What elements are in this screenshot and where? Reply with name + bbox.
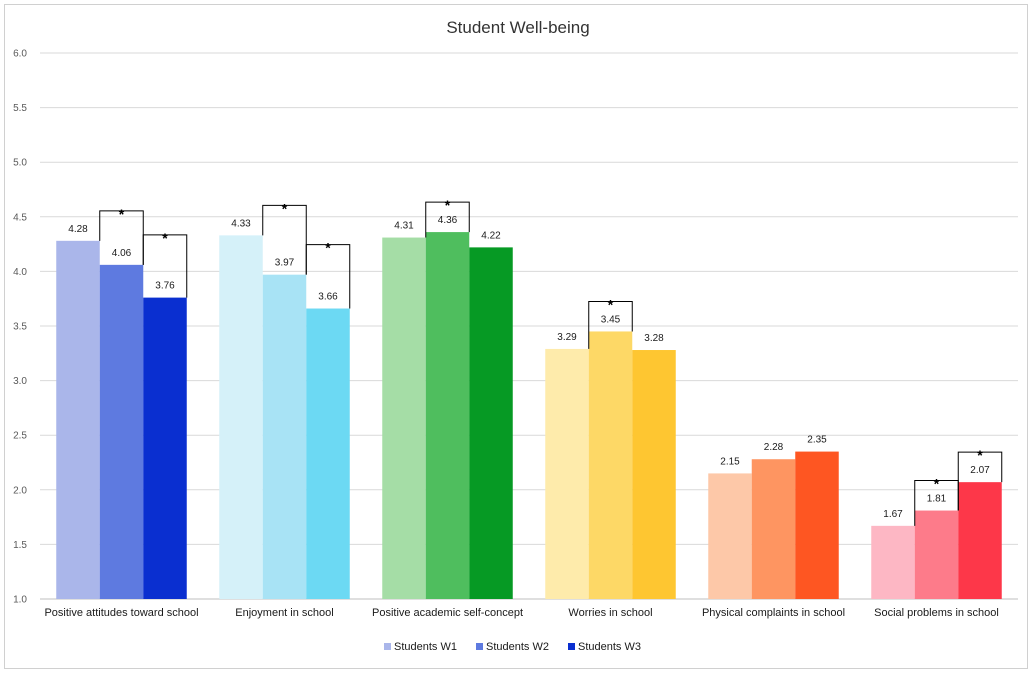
significance-bracket (142, 234, 188, 298)
data-label: 3.45 (601, 314, 621, 325)
data-label: 2.07 (970, 465, 990, 476)
bar (958, 482, 1002, 599)
bar (56, 240, 100, 599)
y-tick-label: 3.5 (13, 322, 27, 333)
data-label: 3.28 (644, 333, 664, 344)
significance-bracket (588, 300, 633, 349)
grid-layer: 1.0 1.5 2.0 2.5 3.0 3.5 4.0 4.5 5.0 5.5 6.0 (13, 49, 1018, 606)
category-label: Social problems in school (874, 607, 999, 619)
y-tick-label: 4.0 (13, 267, 27, 278)
bar (382, 237, 426, 599)
bar (632, 350, 676, 599)
bar (914, 510, 959, 599)
bars-layer (56, 232, 1002, 599)
significance-marker: * (608, 296, 614, 312)
data-label: 4.22 (481, 230, 501, 241)
category-label: Positive academic self-concept (372, 607, 523, 619)
y-tick-label: 1.0 (13, 595, 27, 606)
data-label: 4.33 (231, 218, 251, 229)
data-label: 4.28 (68, 224, 88, 235)
legend-swatch (384, 643, 391, 650)
bar (871, 525, 915, 599)
significance-bracket (425, 201, 470, 238)
legend-label: Students W3 (578, 641, 641, 653)
bar (588, 331, 633, 599)
significance-marker: * (325, 240, 331, 256)
y-tick-label: 5.0 (13, 158, 27, 169)
bar (545, 348, 589, 599)
significance-bracket (305, 244, 351, 309)
category-label: Positive attitudes toward school (44, 607, 198, 619)
data-label: 2.35 (807, 435, 827, 446)
significance-marker: * (445, 197, 451, 213)
data-label: 1.67 (883, 509, 903, 520)
y-tick-label: 1.5 (13, 540, 27, 551)
chart-title: Student Well-being (446, 18, 589, 37)
significance-marker: * (119, 206, 125, 222)
chart-svg: Student Well-being 1.0 1.5 2.0 2.5 3.0 3.5 4.0… (13, 18, 1018, 653)
data-label: 2.28 (764, 442, 784, 453)
data-label: 4.06 (112, 248, 132, 259)
data-label: 3.97 (275, 258, 295, 269)
significance-layer: * * * * * * * * (99, 197, 1003, 526)
y-tick-label: 2.0 (13, 485, 27, 496)
data-label: 4.31 (394, 221, 414, 232)
chart-frame: Student Well-being 1.0 1.5 2.0 2.5 3.0 3.5 4.0… (4, 4, 1028, 669)
legend-label: Students W2 (486, 641, 549, 653)
y-tick-label: 5.5 (13, 103, 27, 114)
data-label: 3.29 (557, 332, 577, 343)
data-label: 4.36 (438, 215, 458, 226)
bar (708, 473, 752, 599)
data-label: 3.66 (318, 292, 338, 303)
legend-swatch (476, 643, 483, 650)
y-tick-label: 4.5 (13, 212, 27, 223)
bar (219, 235, 263, 599)
data-label: 2.15 (720, 456, 740, 467)
bar (306, 308, 350, 599)
legend: Students W1 Students W2 Students W3 (384, 641, 641, 653)
category-label: Worries in school (568, 607, 652, 619)
y-tick-label: 3.0 (13, 376, 27, 387)
category-label: Physical complaints in school (702, 607, 845, 619)
bar (425, 232, 470, 599)
significance-marker: * (162, 230, 168, 246)
bar (751, 459, 796, 599)
bar (143, 297, 187, 599)
y-tick-label: 6.0 (13, 49, 27, 60)
data-label: 3.76 (155, 281, 175, 292)
labels-layer: 4.28 4.06 3.76 Positive attitudes toward sc… (44, 215, 998, 619)
bar (469, 247, 513, 599)
legend-label: Students W1 (394, 641, 457, 653)
significance-marker: * (282, 200, 288, 216)
bar (795, 451, 839, 599)
data-label: 1.81 (927, 494, 947, 505)
significance-bracket (262, 204, 307, 275)
legend-swatch (568, 643, 575, 650)
significance-marker: * (977, 447, 983, 463)
category-label: Enjoyment in school (235, 607, 333, 619)
significance-marker: * (934, 476, 940, 492)
y-tick-label: 2.5 (13, 431, 27, 442)
bar (99, 264, 144, 599)
significance-bracket (957, 451, 1003, 511)
bar (262, 274, 307, 599)
